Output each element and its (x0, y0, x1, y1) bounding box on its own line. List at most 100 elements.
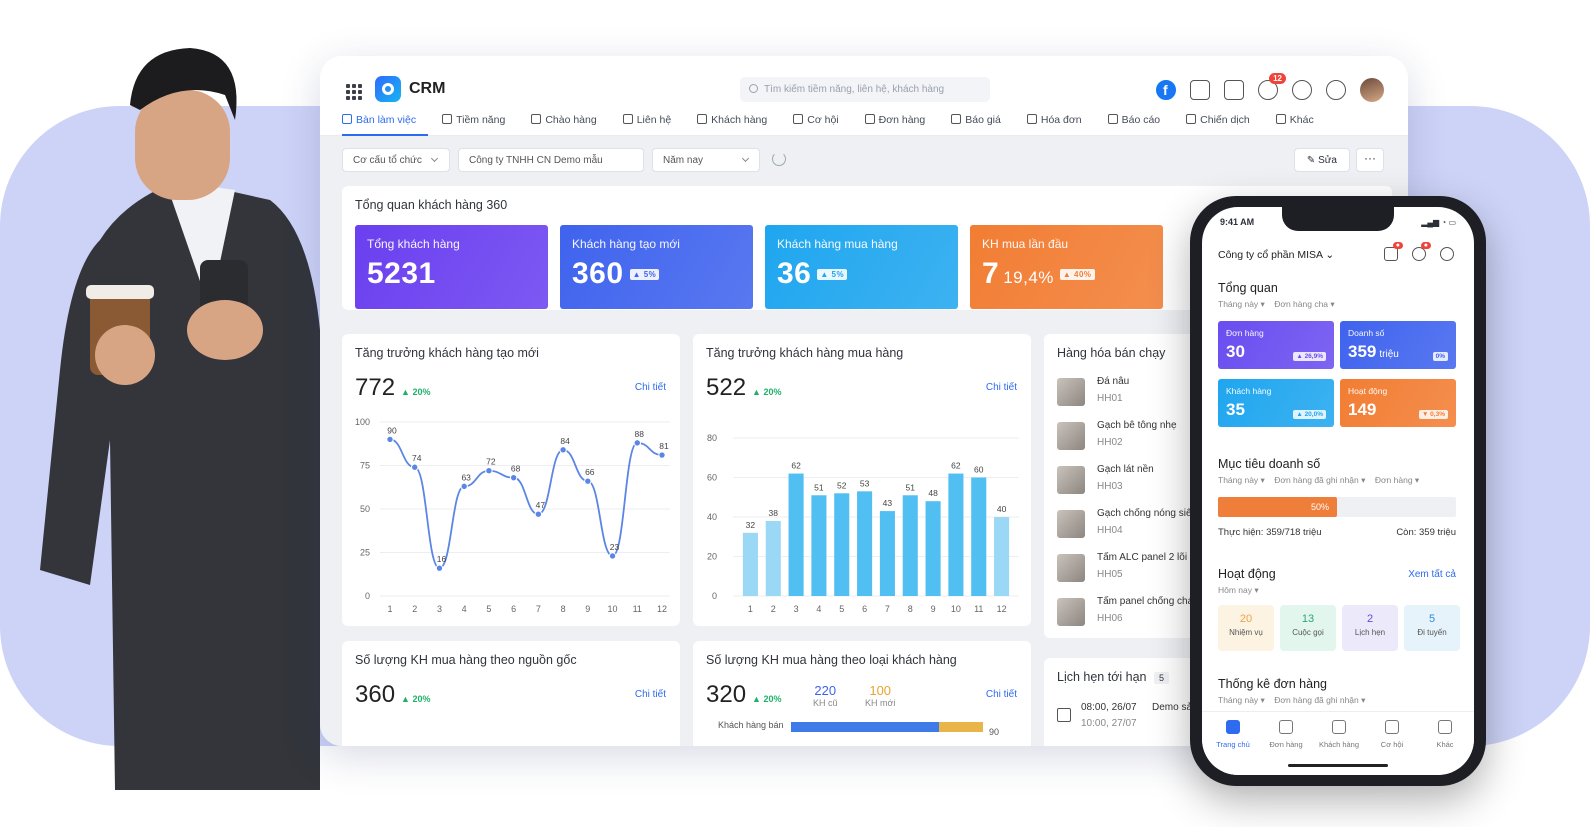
kpi-label: Khách hàng mua hàng (777, 237, 898, 251)
data-point[interactable] (633, 439, 641, 447)
cart-icon[interactable]: ● (1384, 242, 1403, 261)
product-list-item[interactable]: Gạch chống nóng siê HH04 (1057, 506, 1237, 546)
nav-item-9[interactable]: Báo cáo (1107, 111, 1173, 136)
edit-button[interactable]: ✎ Sửa (1293, 148, 1350, 172)
search-input[interactable]: Tìm kiếm tiềm năng, liên hệ, khách hàng (740, 77, 990, 102)
bar[interactable] (925, 501, 941, 596)
growth-buy-detail-link[interactable]: Chi tiết (985, 382, 1017, 393)
target-done: Thực hiện: 359/718 triệu (1218, 527, 1322, 538)
activity-tile[interactable]: 2 Lịch hẹn (1342, 605, 1398, 651)
see-all-link[interactable]: Xem tất cả (1408, 569, 1456, 580)
y-tick-label: 20 (707, 552, 717, 562)
bell-icon[interactable]: ● (1412, 242, 1431, 261)
source-detail-link[interactable]: Chi tiết (634, 689, 666, 700)
phone-tab-3[interactable]: Cơ hội (1365, 720, 1419, 749)
data-point[interactable] (460, 482, 468, 491)
phone-tab-4[interactable]: Khác (1418, 720, 1472, 749)
bar[interactable] (765, 520, 781, 596)
data-point[interactable] (411, 463, 419, 471)
phone-tab-0[interactable]: Trang chủ (1206, 720, 1260, 749)
bar[interactable] (879, 511, 895, 596)
target-filter-order[interactable]: Đơn hàng ▾ (1374, 475, 1420, 485)
nav-item-10[interactable]: Chiến dịch (1186, 111, 1262, 136)
product-list-item[interactable]: Tấm panel chống chá HH06 (1057, 594, 1237, 634)
kpi-tile[interactable]: Khách hàng tạo mới 360 ▲ 5% (560, 225, 753, 309)
phone-tab-2[interactable]: Khách hàng (1312, 720, 1366, 749)
bar[interactable] (971, 477, 987, 597)
bar[interactable] (742, 532, 758, 596)
phone-kpi-tile[interactable]: Hoạt động 149 ▼ 0,3% (1340, 379, 1456, 427)
target-filter-month[interactable]: Tháng này ▾ (1218, 475, 1265, 485)
help-icon[interactable] (1326, 80, 1346, 100)
filter-parent-order[interactable]: Đơn hàng cha ▾ (1274, 299, 1335, 309)
bell-icon[interactable]: 12 (1258, 73, 1286, 100)
calendar-icon[interactable] (1224, 80, 1244, 100)
nav-item-8[interactable]: Hóa đơn (1026, 111, 1094, 136)
appointment-with[interactable]: Demo sả (1152, 702, 1193, 713)
bar[interactable] (811, 495, 827, 596)
growth-new-detail-link[interactable]: Chi tiết (634, 382, 666, 393)
phone-tab-1[interactable]: Đơn hàng (1259, 720, 1313, 749)
nav-item-6[interactable]: Đơn hàng (864, 111, 938, 136)
nav-item-11[interactable]: Khác (1275, 111, 1326, 136)
data-point[interactable] (608, 552, 617, 560)
company-select[interactable]: Công ty TNHH CN Demo mẫu (458, 148, 644, 172)
data-point[interactable] (658, 451, 666, 459)
period-select[interactable]: Năm nay (652, 148, 760, 172)
facebook-icon[interactable] (1156, 80, 1176, 100)
data-point[interactable] (584, 477, 592, 485)
phone-kpi-tile[interactable]: Đơn hàng 30 ▲ 26,9% (1218, 321, 1334, 369)
product-list-item[interactable]: Tấm ALC panel 2 lõi HH05 (1057, 550, 1237, 590)
box-icon[interactable] (1190, 80, 1210, 100)
data-point[interactable] (435, 564, 444, 572)
company-switcher[interactable]: Công ty cổ phần MISA ⌄ (1218, 249, 1334, 261)
phone-orders-filters[interactable]: Tháng này ▾ Đơn hàng đã ghi nhận ▾ (1218, 695, 1365, 706)
phone-target-filters[interactable]: Tháng này ▾ Đơn hàng đã ghi nhận ▾ Đơn h… (1218, 475, 1419, 486)
nav-item-2[interactable]: Chào hàng (531, 111, 608, 136)
data-point[interactable] (559, 446, 567, 454)
nav-item-1[interactable]: Tiềm năng (442, 111, 517, 136)
activity-tile[interactable]: 20 Nhiệm vụ (1218, 605, 1274, 651)
target-filter-recorded[interactable]: Đơn hàng đã ghi nhận ▾ (1274, 475, 1366, 485)
nav-item-4[interactable]: Khách hàng (697, 111, 779, 136)
activity-tile[interactable]: 5 Đi tuyến (1404, 605, 1460, 651)
nav-item-3[interactable]: Liên hệ (622, 111, 683, 136)
data-point[interactable] (485, 467, 493, 475)
bar[interactable] (857, 491, 873, 596)
more-button[interactable]: ··· (1356, 148, 1384, 172)
data-point[interactable] (534, 510, 543, 518)
kpi-tile[interactable]: Tổng khách hàng 5231 (355, 225, 548, 309)
org-select[interactable]: Cơ cấu tổ chức (342, 148, 450, 172)
bar[interactable] (834, 493, 850, 596)
refresh-icon[interactable] (772, 152, 786, 166)
orders-filter-month[interactable]: Tháng này ▾ (1218, 695, 1265, 705)
app-grid-icon[interactable] (346, 84, 362, 100)
gear-icon[interactable] (1292, 80, 1312, 100)
activity-filter[interactable]: Hôm nay ▾ (1218, 585, 1259, 595)
nav-item-5[interactable]: Cơ hội (793, 111, 850, 136)
product-list-item[interactable]: Gạch lát nền HH03 (1057, 462, 1237, 502)
product-list-item[interactable]: Đá nâu HH01 (1057, 374, 1237, 414)
bar[interactable] (788, 473, 804, 596)
bar[interactable] (948, 473, 964, 596)
filter-month[interactable]: Tháng này ▾ (1218, 299, 1265, 309)
nav-item-0[interactable]: Bàn làm việc (342, 111, 429, 136)
kpi-tile[interactable]: KH mua lần đầu 7 19,4% ▲ 40% (970, 225, 1163, 309)
data-label: 90 (387, 425, 397, 435)
bar[interactable] (994, 517, 1010, 596)
data-point[interactable] (386, 435, 394, 444)
avatar[interactable] (1360, 78, 1384, 102)
orders-filter-recorded[interactable]: Đơn hàng đã ghi nhận ▾ (1274, 695, 1366, 705)
product-list-item[interactable]: Gạch bê tông nhẹ HH02 (1057, 418, 1237, 458)
phone-kpi-tile[interactable]: Khách hàng 35 ▲ 20,0% (1218, 379, 1334, 427)
phone-kpi-tile[interactable]: Doanh số 359 triệu 0% (1340, 321, 1456, 369)
gear-icon[interactable] (1440, 247, 1454, 261)
by-type-detail-link[interactable]: Chi tiết (985, 689, 1017, 700)
data-point[interactable] (509, 473, 518, 482)
activity-tile[interactable]: 13 Cuộc gọi (1280, 605, 1336, 651)
bar[interactable] (902, 495, 918, 596)
y-tick-label: 50 (360, 504, 370, 514)
phone-overview-filters[interactable]: Tháng này ▾ Đơn hàng cha ▾ (1218, 299, 1335, 310)
kpi-tile[interactable]: Khách hàng mua hàng 36 ▲ 5% (765, 225, 958, 309)
nav-item-7[interactable]: Báo giá (951, 111, 1013, 136)
